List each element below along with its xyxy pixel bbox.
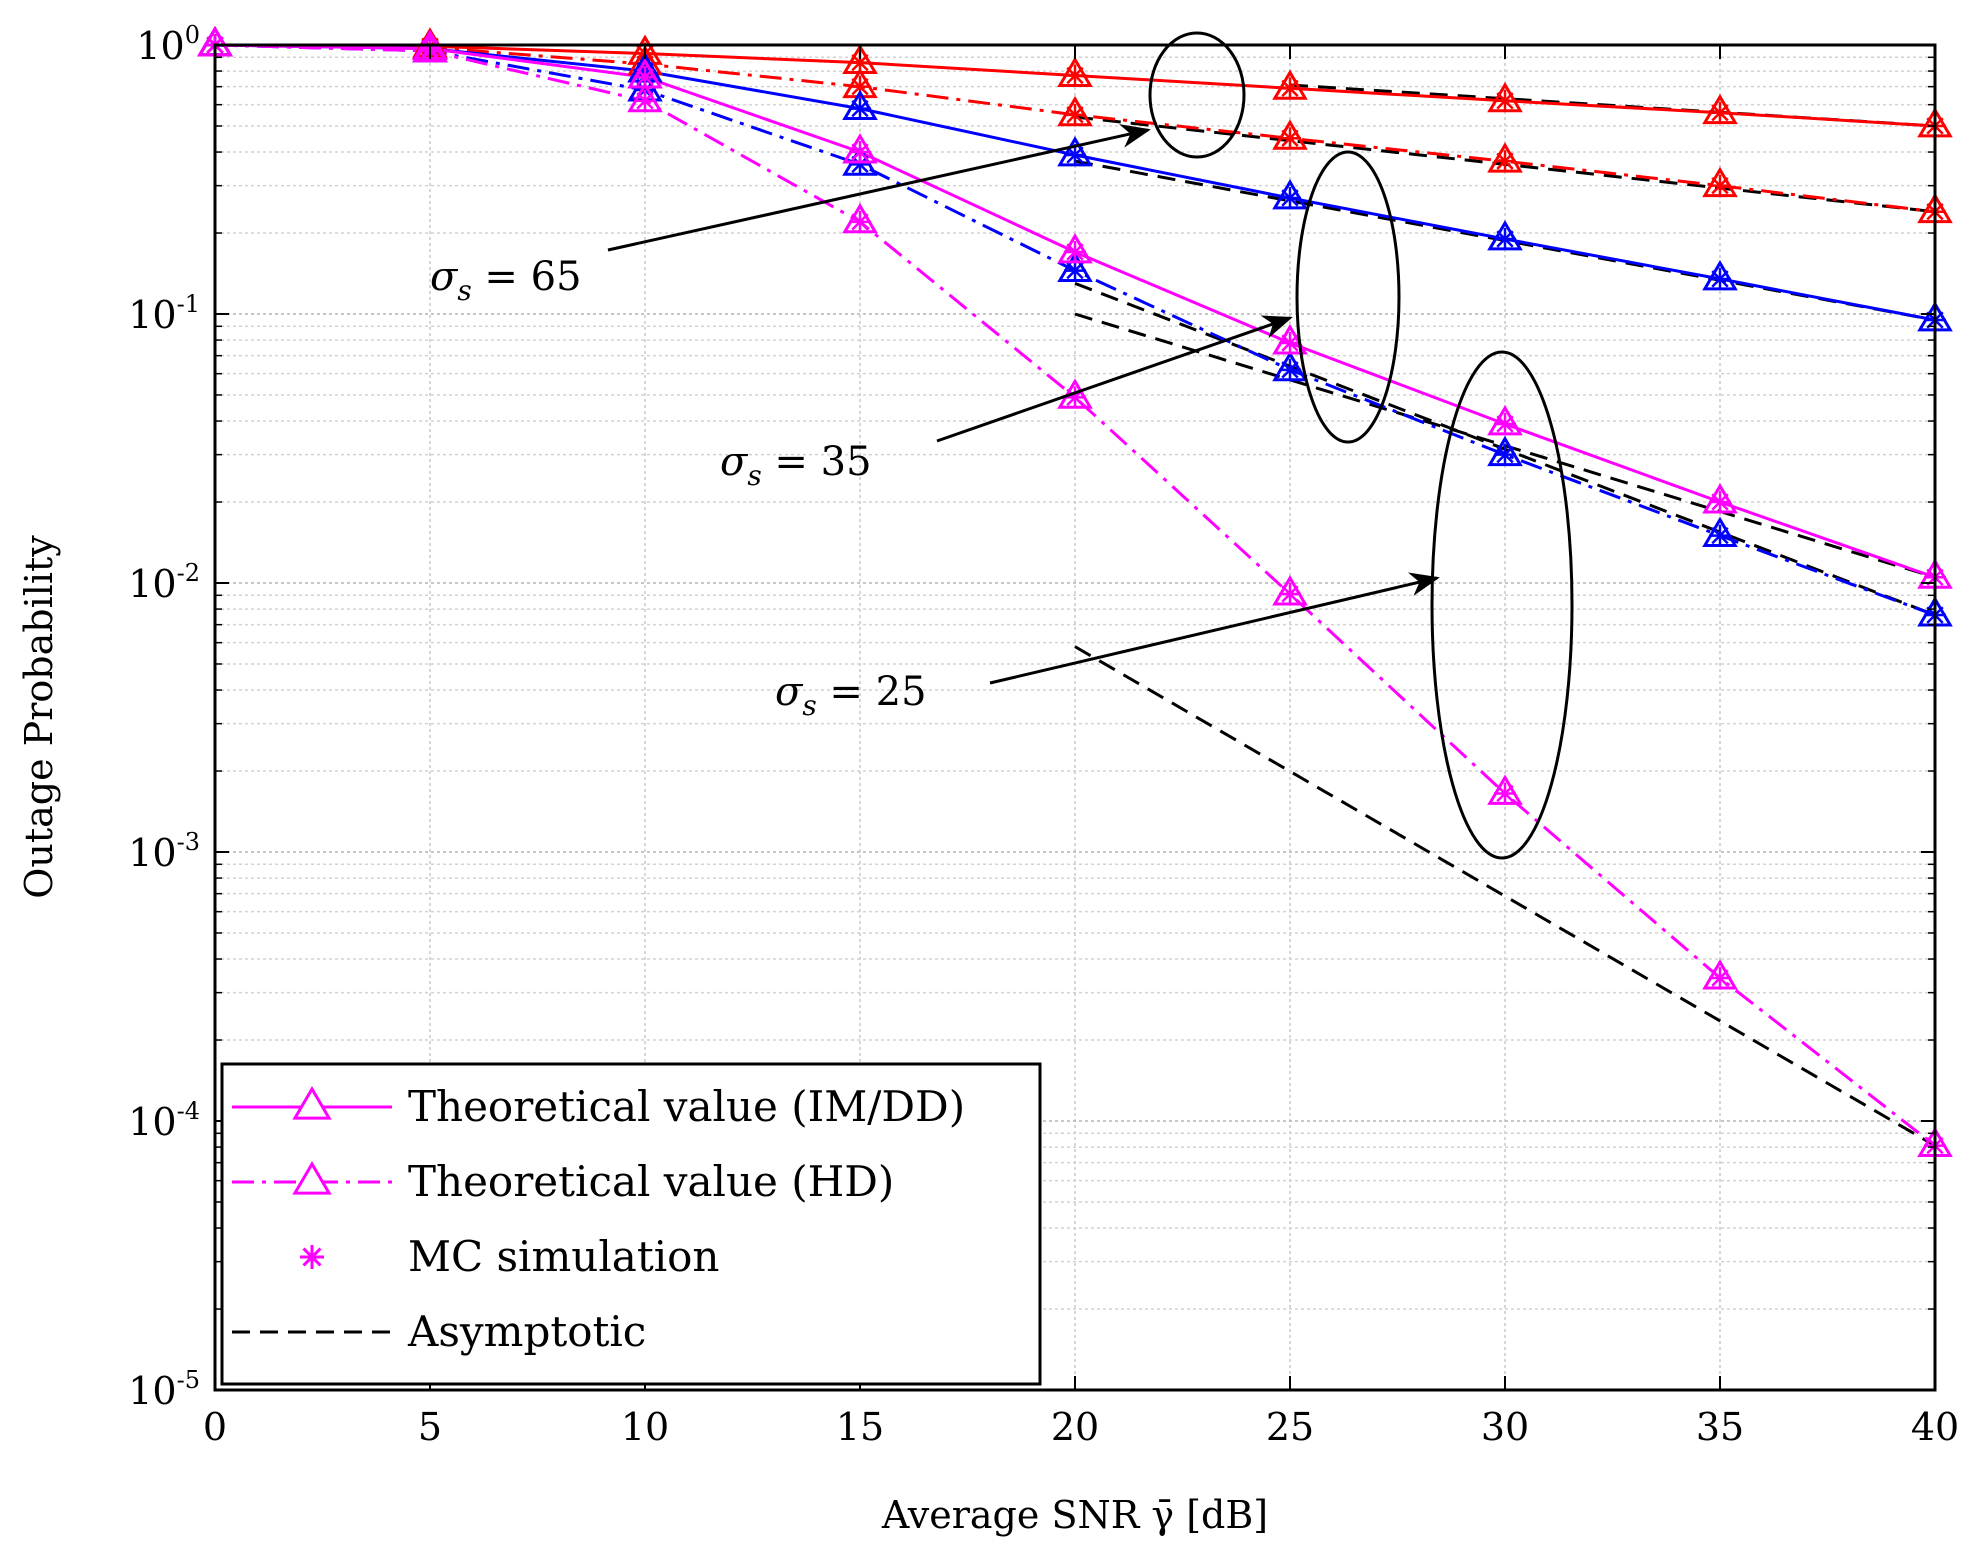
x-tick-label: 35 (1696, 1405, 1744, 1449)
star-marker (1494, 89, 1516, 112)
x-tick-label: 20 (1051, 1405, 1099, 1449)
legend-label: Asymptotic (407, 1307, 646, 1356)
legend-triangle-marker (292, 1161, 332, 1195)
annotations: σs = 65 σs = 35 σs = 25 (430, 31, 1574, 860)
legend-label: Theoretical value (HD) (408, 1157, 894, 1206)
star-marker (849, 210, 871, 233)
star-marker (1494, 782, 1516, 805)
star-marker (1494, 150, 1516, 173)
x-tick-label: 40 (1911, 1405, 1959, 1449)
star-marker (1064, 259, 1086, 282)
series-line (214, 43, 1936, 1147)
star-marker (1494, 443, 1516, 466)
star-marker (1709, 267, 1731, 290)
asymptotic-line (1074, 645, 1936, 1147)
legend-triangle-marker (292, 1086, 332, 1120)
star-marker (1064, 386, 1086, 409)
legend-star-marker (300, 1245, 324, 1269)
star-marker (849, 97, 871, 120)
group-ellipse (1430, 350, 1574, 860)
star-marker (634, 89, 656, 112)
annotation-arrow (936, 315, 1293, 443)
series-line (214, 43, 1936, 214)
x-tick-label: 5 (418, 1405, 442, 1449)
x-tick-label: 0 (203, 1405, 227, 1449)
y-tick-label: 10-1 (128, 290, 200, 337)
x-tick-label: 10 (621, 1405, 669, 1449)
legend-label: Theoretical value (IM/DD) (408, 1082, 965, 1131)
star-marker (849, 141, 871, 164)
y-tick-label: 10-2 (128, 559, 200, 606)
x-tick-label: 30 (1481, 1405, 1529, 1449)
star-marker (1709, 491, 1731, 514)
y-axis-label: Outage Probability (17, 535, 61, 899)
x-axis-label: Average SNR γ̄ [dB] (881, 1493, 1268, 1537)
sigma-annotation: σs = 65 (430, 254, 582, 307)
star-marker (1279, 77, 1301, 100)
star-marker (1064, 64, 1086, 87)
star-marker (1709, 101, 1731, 124)
y-tick-label: 10-4 (128, 1097, 200, 1144)
star-marker (1709, 967, 1731, 990)
star-marker (1709, 524, 1731, 547)
star-marker (1064, 103, 1086, 126)
star-marker (1279, 583, 1301, 606)
sigma-annotation: σs = 25 (775, 669, 927, 722)
y-tick-label: 100 (136, 21, 200, 68)
star-marker (1494, 413, 1516, 436)
group-ellipse (1148, 31, 1246, 159)
axis-ticks: 0 5 10 15 20 25 30 35 40 100 10-1 10-2 10-3 10-4 10-5 (128, 21, 1959, 1449)
y-tick-label: 10-5 (128, 1366, 200, 1413)
star-marker (1279, 186, 1301, 209)
legend: Theoretical value (IM/DD) Theoretical val… (220, 1062, 1042, 1386)
legend-label: MC simulation (408, 1232, 719, 1281)
x-tick-label: 25 (1266, 1405, 1314, 1449)
sigma-annotation: σs = 35 (720, 439, 872, 492)
x-tick-label: 15 (836, 1405, 884, 1449)
group-ellipse (1295, 150, 1401, 444)
annotation-arrow (607, 124, 1151, 252)
y-tick-label: 10-3 (128, 828, 200, 875)
star-marker (1494, 228, 1516, 251)
annotation-arrow (989, 572, 1440, 685)
star-marker (1279, 127, 1301, 150)
star-marker (1064, 241, 1086, 264)
star-marker (1279, 358, 1301, 381)
star-marker (1709, 174, 1731, 197)
